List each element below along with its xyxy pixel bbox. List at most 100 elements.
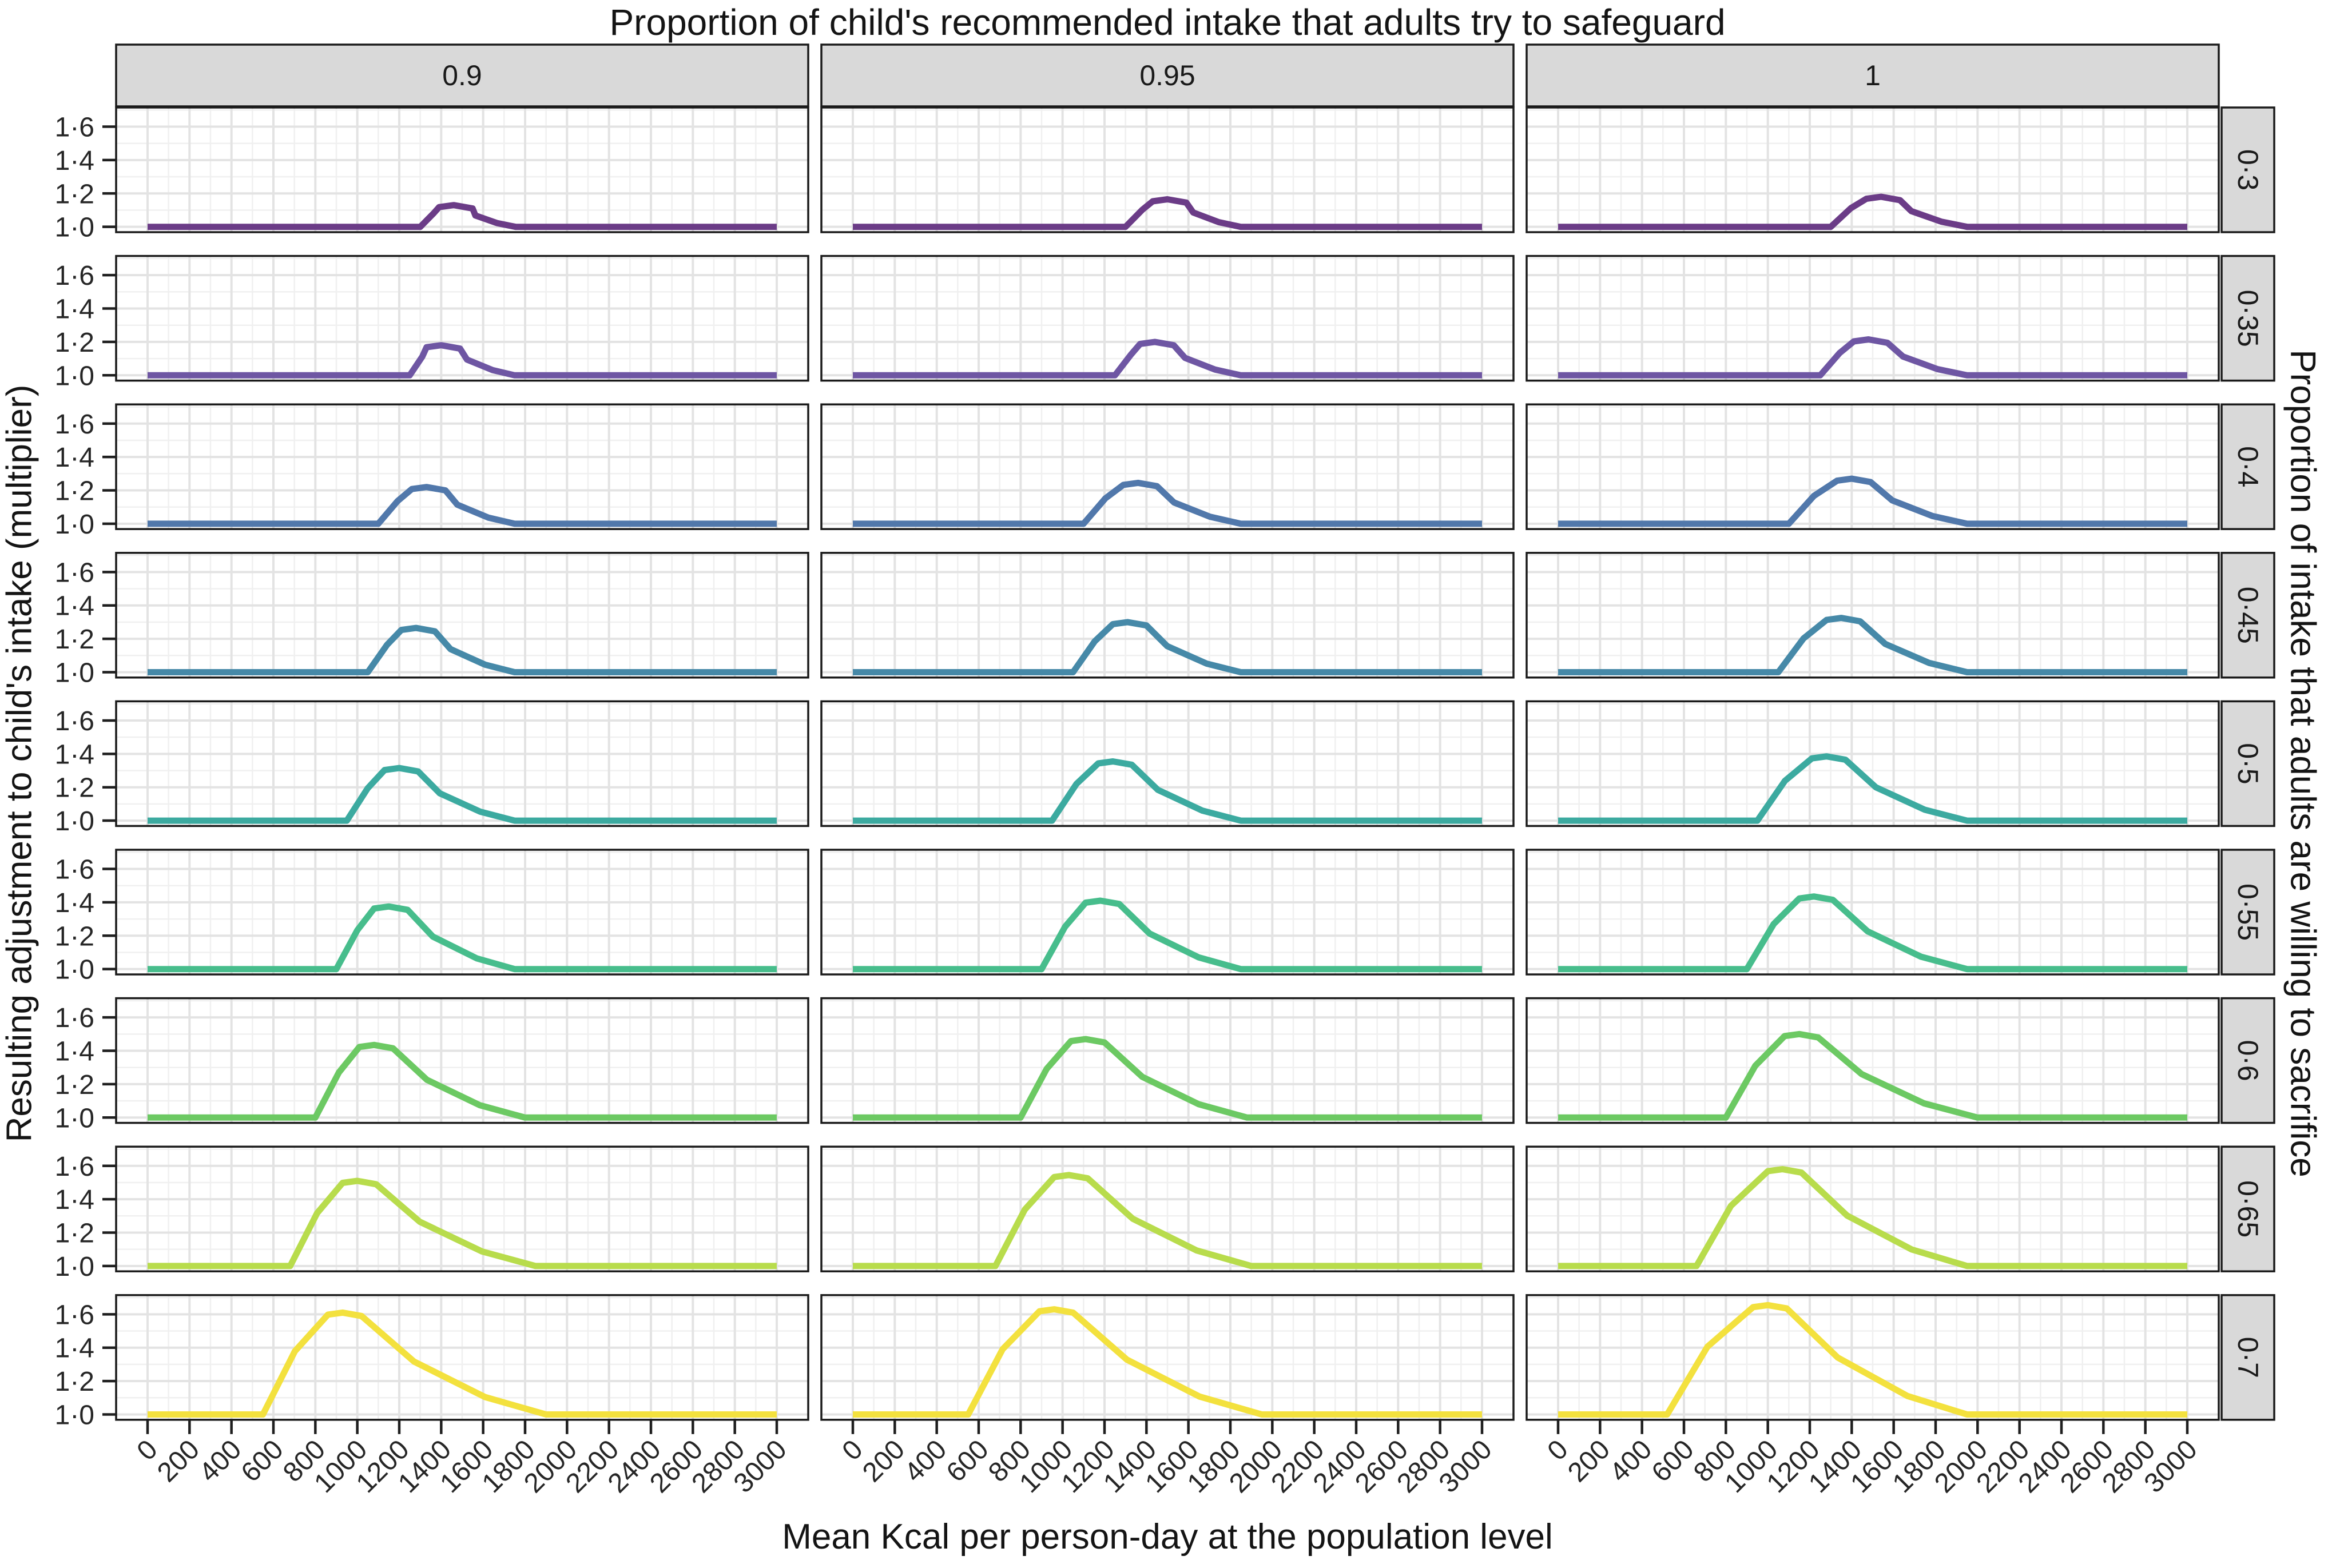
facet-panel — [115, 106, 809, 233]
y-tick-label: 1·4 — [55, 146, 94, 176]
x-tick-label: 200 — [1562, 1434, 1616, 1488]
y-tick-label: 1·2 — [55, 773, 94, 803]
y-tick-label: 1·6 — [55, 1152, 94, 1182]
series-line — [853, 479, 1482, 527]
facet-panel — [1525, 849, 2220, 976]
y-tick-label: 1·6 — [55, 409, 94, 440]
facet-col-strip — [115, 43, 809, 108]
panel-border — [820, 552, 1515, 679]
y-tick-label: 1·6 — [55, 1300, 94, 1330]
panel-border — [820, 1145, 1515, 1272]
panel-border — [1525, 997, 2220, 1124]
facet-row-strip — [2220, 997, 2275, 1124]
x-tick-label: 200 — [857, 1434, 911, 1488]
panel-border — [115, 700, 809, 827]
facet-panel — [1525, 106, 2220, 233]
chart-title: Proportion of child's recommended intake… — [609, 2, 1726, 43]
panel-border — [115, 254, 809, 382]
series-line — [148, 1041, 777, 1121]
facet-row-strip-label: 0·45 — [2232, 587, 2264, 644]
facet-col-strip-label: 1 — [1865, 59, 1881, 91]
panel-border — [115, 1145, 809, 1272]
y-tick-label: 1·2 — [55, 328, 94, 358]
facet-panel — [820, 106, 1515, 233]
panel-border — [1525, 849, 2220, 976]
x-tick-label: 400 — [193, 1434, 247, 1488]
facet-panel — [115, 997, 809, 1124]
y-tick-label: 1·0 — [55, 1103, 94, 1133]
facet-panel — [115, 700, 809, 827]
x-tick-label: 400 — [1604, 1434, 1658, 1488]
series-line — [1558, 475, 2187, 527]
panel-border — [115, 997, 809, 1124]
x-tick-label: 600 — [941, 1434, 995, 1488]
facet-panel — [820, 1294, 1515, 1421]
y-axis-title: Resulting adjustment to child's intake (… — [0, 384, 39, 1143]
facet-panel — [1525, 1145, 2220, 1272]
facet-row-strip-label: 0·4 — [2232, 446, 2264, 487]
facet-panel — [1525, 700, 2220, 827]
y-tick-label: 1·2 — [55, 179, 94, 209]
facet-row-strip-label: 0·7 — [2232, 1337, 2264, 1378]
panel-border — [820, 1294, 1515, 1421]
series-line — [1558, 753, 2187, 824]
facet-row-strip-label: 0·3 — [2232, 149, 2264, 190]
x-tick-label: 600 — [236, 1434, 289, 1488]
series-line — [853, 897, 1482, 973]
panel-border — [820, 700, 1515, 827]
series-line — [148, 1309, 777, 1418]
y-tick-label: 1·6 — [55, 261, 94, 291]
panel-border — [115, 106, 809, 233]
y-tick-label: 1·6 — [55, 1003, 94, 1033]
series-line — [148, 624, 777, 675]
y-tick-label: 1·2 — [55, 476, 94, 506]
facet-col-strip-label: 0.95 — [1139, 59, 1195, 91]
y-tick-label: 1·2 — [55, 1218, 94, 1248]
facet-row-strip — [2220, 254, 2275, 382]
panel-border — [820, 106, 1515, 233]
series-line — [148, 202, 777, 230]
facet-panel — [820, 849, 1515, 976]
series-line — [1558, 893, 2187, 973]
x-tick-label: 600 — [1646, 1434, 1700, 1488]
facet-panel — [115, 1294, 809, 1421]
y-tick-label: 1·2 — [55, 921, 94, 952]
y-tick-label: 1·6 — [55, 855, 94, 885]
facet-col-strip-label: 0.9 — [442, 59, 482, 91]
panel-border — [1525, 254, 2220, 382]
series-line — [853, 1172, 1482, 1269]
facet-panel — [820, 552, 1515, 679]
panel-border — [1525, 1294, 2220, 1421]
x-axis-title: Mean Kcal per person-day at the populati… — [782, 1517, 1553, 1557]
facet-panel — [115, 1145, 809, 1272]
y-tick-label: 1·0 — [55, 658, 94, 688]
panel-border — [820, 254, 1515, 382]
series-line — [1558, 336, 2187, 379]
facet-col-strip — [1525, 43, 2220, 108]
panel-border — [1525, 106, 2220, 233]
y-tick-label: 1·4 — [55, 295, 94, 325]
series-line — [148, 903, 777, 973]
y-tick-label: 1·2 — [55, 1367, 94, 1397]
series-line — [853, 1306, 1482, 1418]
facet-panel — [115, 849, 809, 976]
facet-panel — [820, 254, 1515, 382]
panel-border — [820, 997, 1515, 1124]
panel-border — [115, 1294, 809, 1421]
panel-border — [820, 849, 1515, 976]
facet-row-strip-label: 0·6 — [2232, 1040, 2264, 1081]
y-tick-label: 1·4 — [55, 739, 94, 770]
facet-panel — [1525, 552, 2220, 679]
x-tick-label: 200 — [152, 1434, 205, 1488]
y-tick-label: 1·4 — [55, 1334, 94, 1364]
y-tick-label: 1·6 — [55, 706, 94, 737]
series-line — [853, 196, 1482, 230]
facet-panel — [820, 403, 1515, 530]
y-tick-label: 1·2 — [55, 624, 94, 655]
facet-panel — [820, 1145, 1515, 1272]
panel-border — [115, 552, 809, 679]
series-line — [1558, 615, 2187, 675]
facet-panel — [115, 254, 809, 382]
